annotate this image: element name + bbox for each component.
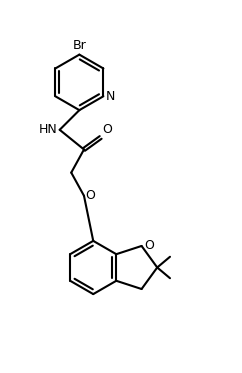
Text: O: O: [86, 189, 96, 202]
Text: HN: HN: [39, 123, 58, 136]
Text: N: N: [106, 90, 115, 103]
Text: O: O: [144, 239, 154, 253]
Text: O: O: [102, 123, 112, 136]
Text: Br: Br: [72, 39, 86, 52]
